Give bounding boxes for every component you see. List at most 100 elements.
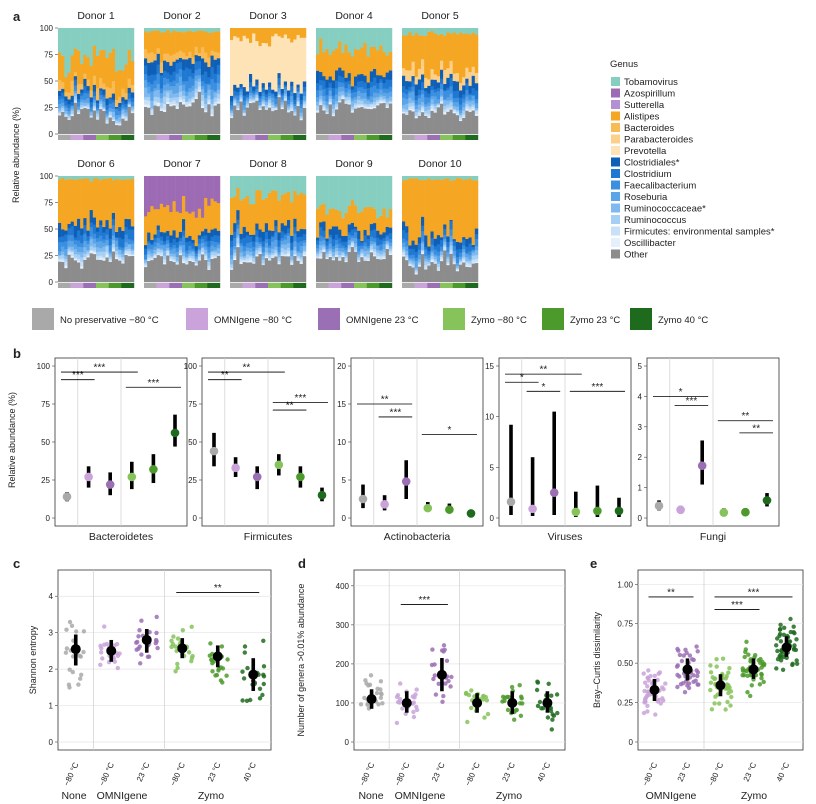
bar-segment	[252, 28, 256, 34]
stacked-bar	[363, 28, 367, 135]
bar-segment	[118, 106, 122, 111]
bar-segment	[373, 251, 377, 256]
bar-segment	[325, 79, 329, 88]
bar-segment	[245, 100, 250, 104]
sample-point	[137, 628, 142, 633]
bar-segment	[194, 98, 199, 135]
significance-label: ***	[295, 393, 307, 404]
bar-segment	[376, 258, 380, 283]
bar-segment	[70, 114, 75, 117]
stacked-bar	[153, 176, 157, 283]
bar-segment	[86, 249, 90, 252]
bar-segment	[58, 179, 62, 223]
bar-segment	[430, 96, 434, 100]
sample-point	[537, 699, 543, 705]
condition-strip	[169, 135, 183, 140]
bar-segment	[449, 253, 453, 283]
bar-segment	[290, 250, 294, 257]
bar-segment	[271, 102, 275, 106]
bar-segment	[385, 236, 390, 241]
bar-segment	[178, 99, 183, 103]
bar-segment	[290, 85, 294, 92]
group-label: None	[61, 790, 86, 802]
bar-segment	[73, 90, 78, 94]
bar-segment	[271, 176, 275, 191]
bar-segment	[382, 98, 386, 101]
stacked-bar	[102, 28, 106, 135]
bar-segment	[369, 176, 374, 208]
bar-segment	[201, 217, 205, 232]
bar-segment	[344, 102, 348, 104]
bar-segment	[373, 256, 377, 283]
stacked-bar	[366, 28, 371, 135]
bar-segment	[249, 262, 253, 283]
bar-segment	[249, 73, 253, 83]
bar-segment	[280, 107, 285, 110]
bar-segment	[325, 108, 329, 113]
bar-segment	[449, 77, 453, 87]
bar-segment	[360, 92, 364, 99]
bar-segment	[471, 176, 476, 181]
bar-segment	[96, 109, 100, 112]
bar-segment	[70, 179, 75, 222]
bar-segment	[185, 264, 189, 283]
bar-segment	[350, 243, 355, 247]
bar-segment	[360, 256, 364, 258]
bar-segment	[385, 101, 390, 105]
bar-segment	[299, 115, 304, 119]
bar-segment	[433, 245, 438, 250]
bar-segment	[144, 264, 148, 267]
bar-segment	[255, 250, 259, 254]
bar-segment	[280, 106, 285, 108]
bar-segment	[178, 240, 183, 245]
bar-segment	[80, 266, 84, 269]
bar-segment	[382, 100, 386, 103]
bar-segment	[440, 95, 444, 98]
bar-segment	[293, 28, 297, 40]
stacked-bar	[58, 176, 62, 283]
bar-segment	[408, 70, 412, 82]
bar-segment	[427, 176, 431, 179]
bar-segment	[86, 255, 90, 258]
bar-segment	[414, 271, 419, 274]
bar-segment	[328, 102, 333, 105]
bar-segment	[245, 250, 250, 255]
bar-segment	[290, 259, 294, 262]
stacked-bar	[255, 28, 259, 135]
bar-segment	[455, 176, 460, 179]
bar-segment	[376, 93, 380, 98]
bar-segment	[182, 52, 186, 60]
bar-segment	[182, 195, 186, 220]
bar-segment	[474, 110, 479, 114]
bar-segment	[382, 102, 386, 104]
bar-segment	[408, 248, 412, 256]
bar-segment	[433, 261, 438, 264]
panel-label-d: d	[298, 556, 306, 571]
condition-swatch	[186, 308, 208, 330]
bar-segment	[408, 106, 412, 109]
bar-segment	[414, 76, 419, 85]
bar-segment	[102, 110, 106, 135]
bar-segment	[258, 243, 262, 247]
bar-segment	[436, 270, 441, 283]
significance-label: *	[447, 425, 451, 436]
bar-segment	[255, 190, 259, 224]
sample-point	[155, 645, 160, 651]
bar-segment	[108, 256, 113, 259]
bar-segment	[290, 91, 294, 97]
bar-segment	[319, 79, 323, 86]
bar-segment	[376, 255, 380, 258]
bar-segment	[58, 254, 62, 256]
bar-segment	[147, 259, 151, 261]
bar-segment	[264, 108, 269, 110]
bar-segment	[130, 112, 135, 135]
bar-segment	[354, 48, 358, 77]
bar-segment	[213, 90, 218, 93]
bar-segment	[96, 107, 100, 110]
bar-segment	[83, 259, 87, 283]
bar-segment	[421, 101, 425, 106]
bar-segment	[299, 28, 304, 38]
bar-segment	[89, 181, 94, 211]
bar-segment	[316, 101, 320, 106]
